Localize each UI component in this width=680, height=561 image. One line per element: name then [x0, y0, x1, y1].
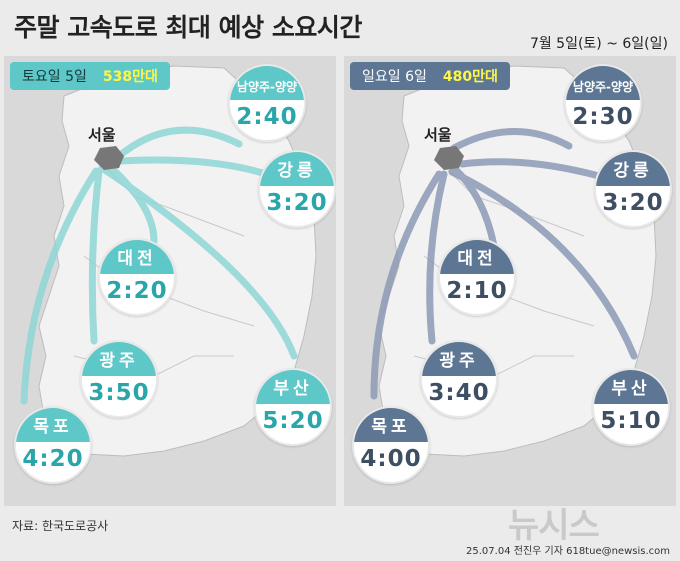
destination-namyangju-yangyang: 남양주-양양 2:40 [228, 64, 306, 142]
travel-time: 2:40 [236, 104, 298, 130]
newsis-logo: 뉴시스 [508, 506, 600, 546]
page-title: 주말 고속도로 최대 예상 소요시간 [14, 13, 362, 42]
seoul-shape [434, 146, 464, 170]
destination-gwangju: 광주 3:50 [80, 340, 158, 418]
sunday-panel: 일요일 6일 480만대 서울 남양주-양양 2:30 강릉 3:20 대전 2… [344, 56, 676, 506]
destination-mokpo: 목포 4:00 [352, 406, 430, 484]
travel-time: 3:40 [428, 380, 490, 406]
seoul-shape [94, 146, 124, 170]
day-text: 토요일 5일 [22, 69, 87, 85]
travel-time: 2:30 [572, 104, 634, 130]
travel-time: 2:10 [446, 278, 508, 304]
destination-mokpo: 목포 4:20 [14, 406, 92, 484]
saturday-label: 토요일 5일 538만대 [10, 62, 170, 90]
traffic-volume: 480만대 [442, 69, 498, 85]
travel-time: 3:20 [602, 190, 664, 216]
route-arrows [20, 126, 298, 405]
route-arrows [370, 128, 638, 400]
source-note: 자료: 한국도로공사 [12, 519, 109, 533]
sunday-label: 일요일 6일 480만대 [350, 62, 510, 90]
destination-gangneung: 강릉 3:20 [594, 150, 672, 228]
credit-line: 25.07.04 전진우 기자 618tue@newsis.com [466, 546, 670, 557]
saturday-panel: 토요일 5일 538만대 서울 남양주-양양 2:40 강릉 3:20 대전 2… [4, 56, 336, 506]
destination-daejeon: 대전 2:10 [438, 238, 516, 316]
destination-namyangju-yangyang: 남양주-양양 2:30 [564, 64, 642, 142]
travel-time: 5:20 [262, 408, 324, 434]
destination-busan: 부산 5:10 [592, 368, 670, 446]
travel-time: 3:20 [266, 190, 328, 216]
travel-time: 4:20 [22, 446, 84, 472]
traffic-volume: 538만대 [102, 69, 158, 85]
day-text: 일요일 6일 [362, 69, 427, 85]
travel-time: 2:20 [106, 278, 168, 304]
travel-time: 4:00 [360, 446, 422, 472]
destination-busan: 부산 5:20 [254, 368, 332, 446]
date-range: 7월 5일(토) ~ 6일(일) [529, 36, 668, 52]
seoul-label: 서울 [88, 126, 116, 144]
travel-time: 5:10 [600, 408, 662, 434]
destination-gwangju: 광주 3:40 [420, 340, 498, 418]
destination-gangneung: 강릉 3:20 [258, 150, 336, 228]
destination-daejeon: 대전 2:20 [98, 238, 176, 316]
seoul-label: 서울 [424, 126, 452, 144]
travel-time: 3:50 [88, 380, 150, 406]
